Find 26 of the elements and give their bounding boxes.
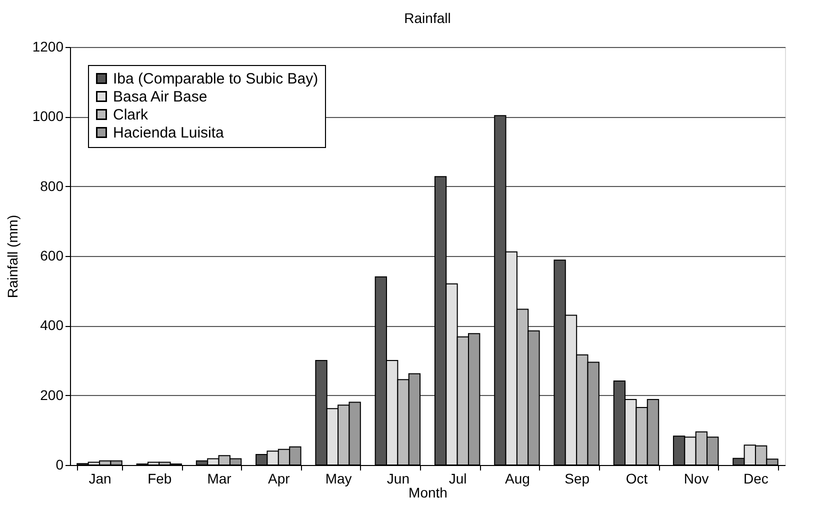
y-tick-label: 200 bbox=[40, 386, 64, 403]
legend-label: Basa Air Base bbox=[113, 88, 208, 106]
y-tick-label: 0 bbox=[56, 456, 64, 472]
y-tick-label: 1200 bbox=[32, 38, 64, 54]
x-tick-label: Dec bbox=[744, 470, 768, 486]
legend-label: Hacienda Luisita bbox=[113, 124, 225, 142]
x-tick-label: Oct bbox=[626, 470, 648, 486]
x-tick-label: Jul bbox=[448, 470, 467, 486]
x-tick-label: Jan bbox=[88, 470, 112, 486]
x-tick-label: Aug bbox=[504, 470, 530, 486]
y-axis-title: Rainfall (mm) bbox=[4, 214, 20, 298]
y-tick-label: 1000 bbox=[32, 108, 64, 124]
x-tick-label: May bbox=[325, 470, 352, 486]
y-tick-label: 400 bbox=[40, 317, 64, 334]
x-tick-label: Jun bbox=[386, 470, 410, 486]
x-axis-title: Month bbox=[408, 484, 448, 500]
y-tick-label: 800 bbox=[40, 178, 64, 194]
x-tick-label: Nov bbox=[684, 470, 709, 486]
chart-title: Rainfall bbox=[404, 10, 451, 26]
legend-label: Iba (Comparable to Subic Bay) bbox=[113, 70, 318, 88]
x-tick-label: Feb bbox=[148, 470, 172, 486]
legend-label: Clark bbox=[113, 106, 148, 124]
x-tick-label: Apr bbox=[268, 470, 290, 486]
y-tick-label: 600 bbox=[40, 248, 64, 264]
x-tick-label: Sep bbox=[564, 470, 590, 486]
x-tick-label: Mar bbox=[207, 470, 232, 486]
